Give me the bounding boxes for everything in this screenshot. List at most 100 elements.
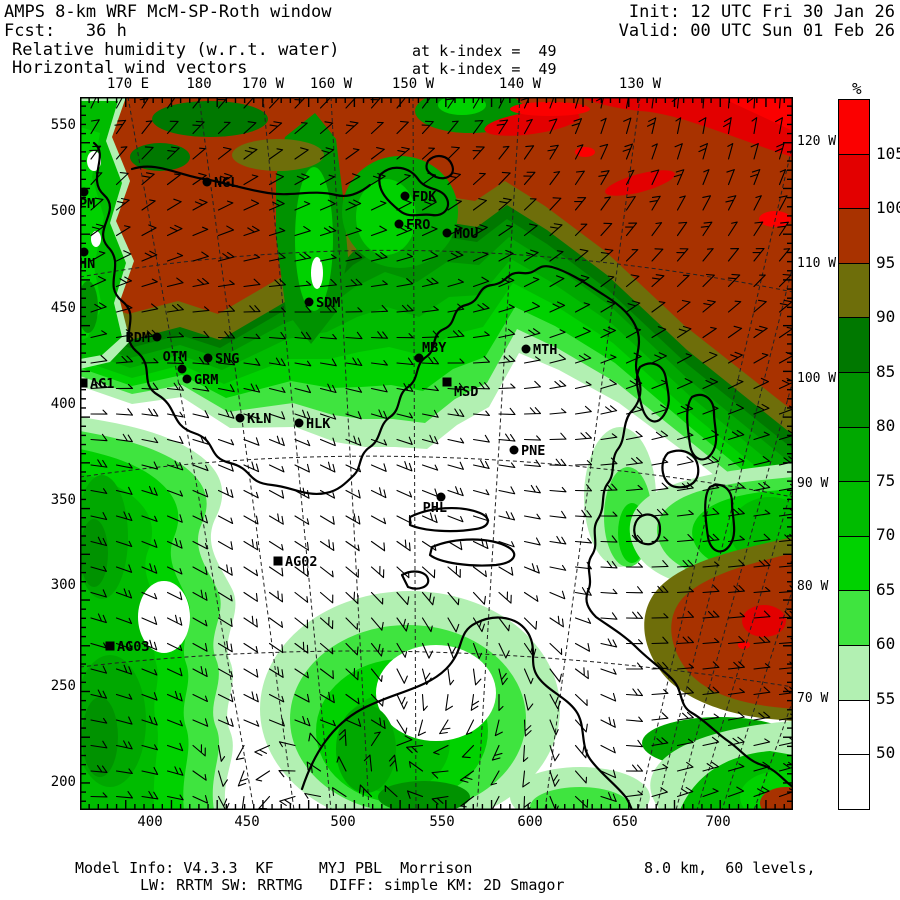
wind-barb (522, 744, 529, 763)
wind-barb (445, 97, 458, 109)
wind-barb (90, 765, 108, 774)
station-marker (182, 374, 192, 384)
wind-barb (406, 790, 424, 799)
wind-barb (702, 661, 720, 670)
wind-barb (472, 276, 490, 288)
wind-barb (574, 197, 587, 211)
wind-barb (370, 515, 387, 525)
wind-barb (472, 224, 488, 237)
left-axis-label: 200 (50, 774, 76, 790)
wind-barb (523, 591, 539, 602)
wind-barb (319, 305, 338, 313)
wind-barb (319, 358, 337, 367)
wind-barb (498, 566, 514, 576)
wind-barb (523, 223, 538, 237)
wind-barb (255, 770, 271, 782)
wind-barb (523, 719, 532, 737)
wind-barb (625, 169, 635, 186)
wind-barb (625, 300, 641, 313)
wind-barb (294, 280, 312, 288)
top-axis-label: 170 E (106, 76, 150, 92)
wind-barb (268, 693, 285, 703)
wind-barb (90, 330, 108, 339)
wind-barb (115, 172, 129, 186)
wind-barb (727, 273, 741, 288)
wind-barb (459, 770, 475, 783)
wind-barb (396, 642, 408, 658)
wind-barb (447, 461, 464, 470)
wind-barb (319, 515, 335, 525)
right-axis-label: 110 W (797, 256, 837, 271)
wind-barb (600, 326, 616, 339)
wind-barb (370, 225, 388, 237)
wind-barb (447, 358, 465, 364)
wind-barb (421, 464, 439, 471)
wind-barb (727, 325, 743, 339)
wind-barb (268, 252, 286, 262)
wind-barb (498, 486, 516, 495)
wind-barb (625, 352, 642, 364)
wind-barb (522, 770, 530, 788)
wind-barb (676, 587, 695, 594)
wind-barb (345, 642, 359, 656)
wind-barb (294, 487, 310, 499)
right-axis-label: 80 W (797, 579, 829, 594)
station-label: AG1 (90, 376, 114, 392)
wind-barb (90, 717, 108, 724)
wind-barb (574, 144, 584, 160)
wind-barb (90, 665, 108, 674)
wind-barb (243, 305, 261, 313)
wind-barb (370, 717, 386, 729)
wind-barb (90, 740, 108, 749)
wind-barb (243, 642, 259, 653)
station-marker (304, 297, 314, 307)
wind-barb (676, 353, 693, 364)
colorbar-tick-label: 85 (876, 361, 896, 381)
station-label: KLN (247, 411, 271, 427)
wind-barb (192, 540, 208, 550)
wind-barb (574, 248, 589, 262)
wind-barb (90, 354, 108, 364)
wind-barb (268, 540, 284, 551)
wind-barb (600, 588, 618, 595)
wind-barb (421, 120, 434, 135)
wind-barb (447, 668, 455, 686)
wind-barb (778, 273, 792, 288)
wind-barb (192, 198, 208, 211)
colorbar-segment (839, 699, 869, 755)
wind-barb (775, 117, 783, 135)
wind-barb (345, 464, 362, 473)
wind-barb (166, 173, 181, 186)
wind-barb (268, 590, 284, 603)
wind-barb (243, 413, 260, 420)
wind-barb (141, 382, 159, 390)
wind-barb (345, 591, 359, 605)
station-marker (80, 247, 89, 257)
wind-barb (217, 693, 234, 703)
wind-barb (598, 170, 610, 186)
wind-barb (727, 763, 745, 772)
wind-barb (319, 461, 336, 473)
wind-barb (166, 382, 184, 391)
wind-barb (192, 434, 209, 445)
wind-barb (115, 640, 133, 650)
wind-barb (753, 586, 771, 594)
wind-barb (750, 143, 759, 160)
wind-barb (90, 409, 108, 415)
wind-barb (268, 357, 286, 367)
wind-barb (498, 693, 504, 712)
wind-barb (651, 482, 669, 492)
wind-barb (115, 617, 133, 625)
wind-barb (396, 278, 414, 288)
wind-barb (166, 614, 183, 626)
wind-barb (141, 616, 158, 625)
wind-barb (115, 540, 133, 548)
wind-barb (294, 641, 309, 654)
wind-barb (345, 718, 362, 727)
wind-barb (294, 384, 312, 394)
wind-barb (115, 740, 133, 750)
wind-barb (166, 538, 183, 549)
wind-barb (115, 304, 133, 313)
colorbar-segment (839, 262, 869, 318)
wind-barb (727, 711, 745, 721)
